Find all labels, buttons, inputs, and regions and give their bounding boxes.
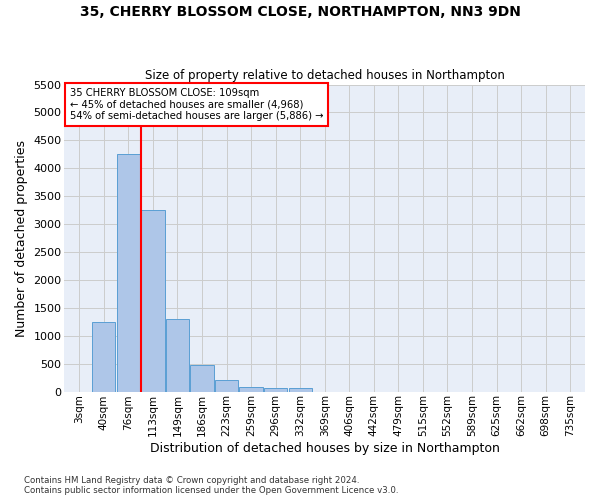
Bar [239,386,263,392]
Y-axis label: Number of detached properties: Number of detached properties [15,140,28,336]
Title: Size of property relative to detached houses in Northampton: Size of property relative to detached ho… [145,69,505,82]
Bar [215,380,238,392]
Bar [264,388,287,392]
Bar [166,319,189,392]
Bar [116,154,140,392]
X-axis label: Distribution of detached houses by size in Northampton: Distribution of detached houses by size … [150,442,500,455]
Text: 35, CHERRY BLOSSOM CLOSE, NORTHAMPTON, NN3 9DN: 35, CHERRY BLOSSOM CLOSE, NORTHAMPTON, N… [80,5,520,19]
Bar [289,388,312,392]
Text: Contains HM Land Registry data © Crown copyright and database right 2024.
Contai: Contains HM Land Registry data © Crown c… [24,476,398,495]
Bar [92,322,115,392]
Text: 35 CHERRY BLOSSOM CLOSE: 109sqm
← 45% of detached houses are smaller (4,968)
54%: 35 CHERRY BLOSSOM CLOSE: 109sqm ← 45% of… [70,88,323,121]
Bar [141,210,164,392]
Bar [190,365,214,392]
